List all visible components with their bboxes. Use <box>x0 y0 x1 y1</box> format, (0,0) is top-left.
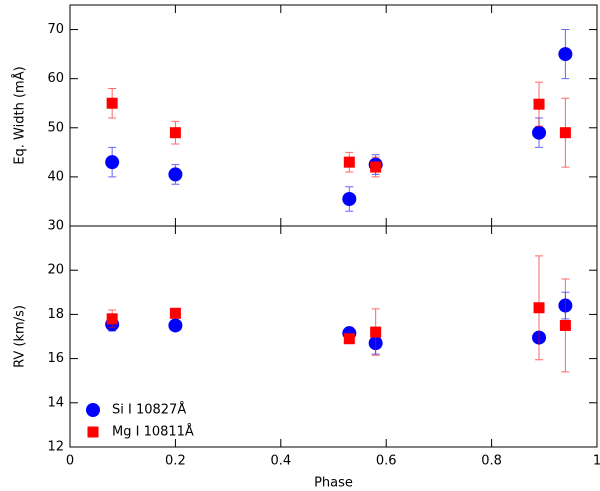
marker <box>168 167 183 182</box>
top-frame <box>69 4 598 227</box>
x-tick-label: 0.4 <box>270 454 291 469</box>
x-tick-label: 0.2 <box>165 454 186 469</box>
y-tick-label: 20 <box>47 263 64 278</box>
marker <box>533 302 545 314</box>
marker <box>342 191 357 206</box>
legend-marker <box>87 426 99 438</box>
y-tick-label: 70 <box>47 22 64 37</box>
marker <box>559 319 571 331</box>
y-tick-label: 14 <box>47 395 64 410</box>
marker <box>106 97 118 109</box>
marker <box>559 127 571 139</box>
legend-label: Mg I 10811Å <box>112 424 194 440</box>
x-axis-label: Phase <box>314 476 353 491</box>
y-tick-label: 16 <box>47 351 64 366</box>
marker <box>370 326 382 338</box>
y-tick-label: 30 <box>47 219 64 234</box>
legend-marker <box>86 403 100 417</box>
y-tick-label: 50 <box>47 120 64 135</box>
x-tick-label: 0.8 <box>481 454 502 469</box>
x-tick-label: 0.6 <box>376 454 397 469</box>
marker <box>106 313 118 325</box>
marker <box>343 333 355 345</box>
y-tick-label: 18 <box>47 307 64 322</box>
marker <box>343 156 355 168</box>
marker <box>532 125 547 140</box>
marker <box>370 161 382 173</box>
legend-label: Si I 10827Å <box>112 402 186 418</box>
x-tick-label: 1 <box>593 454 600 469</box>
x-tick-label: 0 <box>66 454 74 469</box>
marker <box>169 127 181 139</box>
bottom-frame <box>69 225 598 448</box>
y-tick-label: 40 <box>47 169 64 184</box>
marker <box>105 155 120 170</box>
marker <box>168 318 183 333</box>
y-tick-label: 60 <box>47 71 64 86</box>
marker <box>533 98 545 110</box>
marker <box>558 47 573 62</box>
y-axis-label: Eq. Width (mÅ) <box>12 66 28 164</box>
y-tick-label: 12 <box>47 440 64 455</box>
y-axis-label: RV (km/s) <box>13 305 28 368</box>
marker <box>169 307 181 319</box>
